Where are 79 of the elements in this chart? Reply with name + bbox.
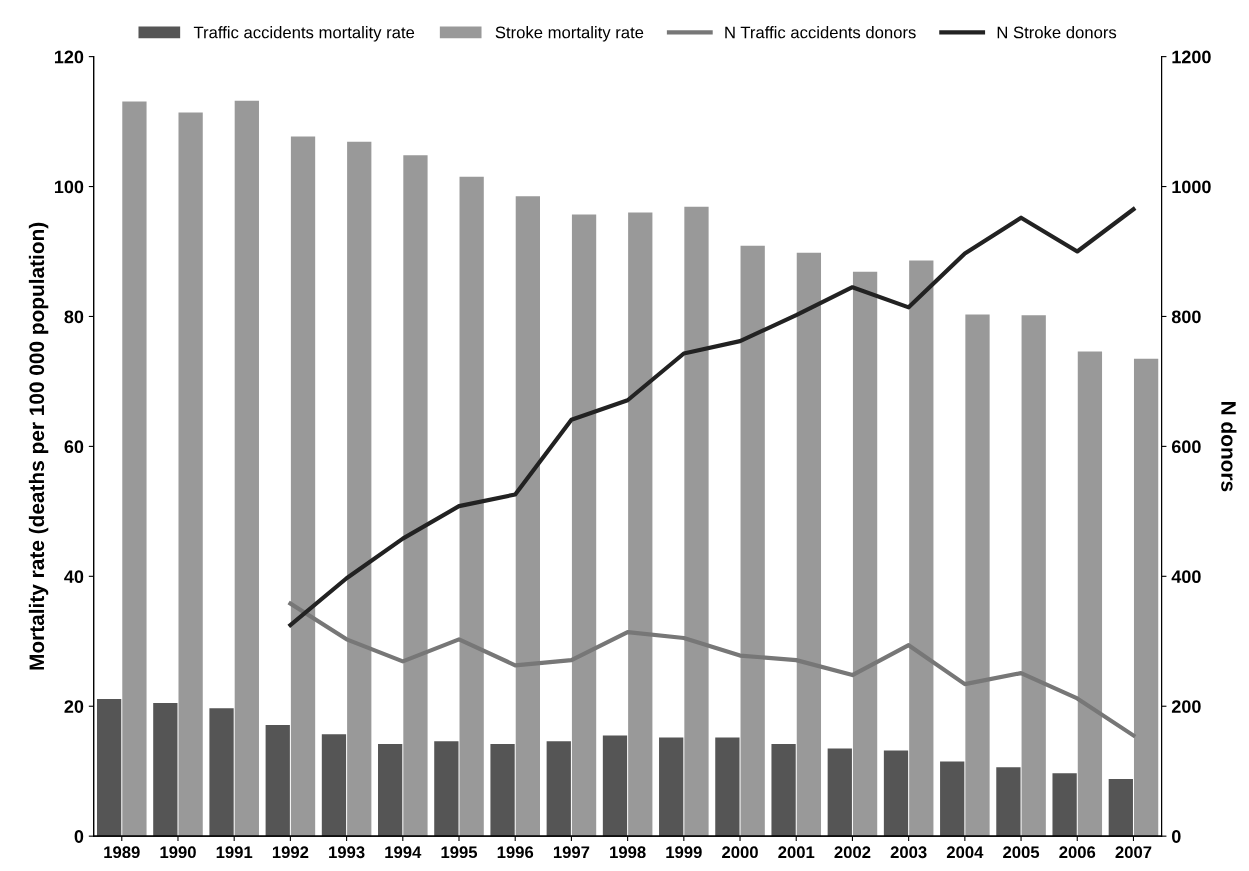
x-tick-label: 2002 bbox=[834, 846, 871, 859]
y-tick-label: 0 bbox=[74, 830, 84, 843]
x-tick-label: 2004 bbox=[946, 846, 984, 859]
x-tick-label: 2006 bbox=[1059, 846, 1096, 859]
y2-tick-label: 800 bbox=[1171, 310, 1201, 324]
x-tick-label: 1993 bbox=[329, 846, 365, 859]
bar bbox=[459, 176, 484, 837]
bar bbox=[122, 101, 147, 837]
bar bbox=[515, 196, 540, 837]
bar bbox=[490, 743, 515, 837]
bar bbox=[234, 100, 259, 837]
bar bbox=[909, 260, 934, 837]
bar bbox=[290, 136, 316, 837]
x-tick-label: 1994 bbox=[385, 846, 422, 859]
y-tick-label: 100 bbox=[54, 180, 84, 194]
bar bbox=[1052, 773, 1077, 837]
y2-tick-label: 1000 bbox=[1172, 180, 1211, 194]
x-tick-label: 2005 bbox=[1003, 846, 1040, 859]
bar bbox=[740, 245, 765, 837]
x-tick-label: 1996 bbox=[497, 846, 534, 859]
bar bbox=[209, 708, 234, 837]
x-tick-label: 1995 bbox=[441, 846, 478, 859]
y2-tick-label: 0 bbox=[1172, 830, 1181, 843]
x-tick-label: 2007 bbox=[1115, 846, 1152, 859]
bar bbox=[715, 737, 740, 837]
x-tick-label: 1991 bbox=[216, 846, 253, 859]
bar bbox=[796, 252, 822, 837]
bar bbox=[403, 155, 428, 837]
bar bbox=[434, 741, 459, 837]
x-tick-label: 1990 bbox=[160, 846, 196, 859]
bar bbox=[378, 743, 403, 837]
bar bbox=[1077, 351, 1103, 837]
y-tick-label: 40 bbox=[64, 570, 84, 584]
bar bbox=[883, 750, 909, 837]
bar bbox=[602, 735, 628, 837]
y-tick-label: 20 bbox=[64, 700, 84, 713]
bar bbox=[1021, 315, 1046, 837]
bar bbox=[178, 112, 203, 837]
x-tick-label: 1997 bbox=[553, 846, 590, 859]
x-tick-label: 1998 bbox=[610, 846, 646, 859]
x-tick-label: 2000 bbox=[722, 846, 758, 859]
line-series bbox=[288, 601, 1136, 738]
bar bbox=[940, 761, 965, 837]
y-tick-label: 60 bbox=[64, 440, 84, 454]
bar bbox=[571, 214, 597, 837]
y2-tick-label: 600 bbox=[1171, 440, 1201, 454]
bar bbox=[1133, 358, 1159, 837]
bar bbox=[659, 737, 684, 837]
y2-tick-label: 1200 bbox=[1172, 50, 1211, 64]
y-tick-label: 120 bbox=[54, 50, 84, 64]
y2-axis-title: N donors bbox=[1221, 402, 1237, 492]
bar bbox=[153, 702, 178, 837]
x-tick-label: 2001 bbox=[778, 846, 815, 859]
bar bbox=[965, 314, 990, 837]
bar bbox=[996, 767, 1021, 837]
bar bbox=[628, 212, 653, 837]
legend-label: N Traffic accidents donors bbox=[725, 26, 916, 39]
x-tick-label: 1989 bbox=[104, 846, 140, 859]
bar bbox=[546, 741, 571, 837]
legend-label: Stroke mortality rate bbox=[495, 26, 644, 42]
bar bbox=[827, 748, 852, 837]
line-series bbox=[288, 207, 1136, 628]
bar bbox=[771, 743, 796, 837]
bar bbox=[684, 206, 709, 837]
y-tick-label: 80 bbox=[64, 310, 84, 324]
bar bbox=[96, 699, 122, 837]
y2-tick-label: 200 bbox=[1171, 700, 1201, 713]
legend-label: N Stroke donors bbox=[997, 26, 1117, 39]
x-tick-label: 1992 bbox=[272, 846, 309, 859]
x-tick-label: 2003 bbox=[890, 846, 927, 859]
legend-label: Traffic accidents mortality rate bbox=[193, 26, 415, 42]
x-tick-label: 1999 bbox=[666, 846, 702, 859]
bar bbox=[852, 271, 878, 837]
y-axis-title: Mortality rate (deaths per 100 000 population) bbox=[28, 222, 49, 670]
bar bbox=[265, 725, 290, 837]
bar bbox=[347, 141, 372, 837]
y2-tick-label: 400 bbox=[1171, 570, 1201, 584]
bar bbox=[321, 734, 347, 837]
bar bbox=[1108, 778, 1133, 837]
